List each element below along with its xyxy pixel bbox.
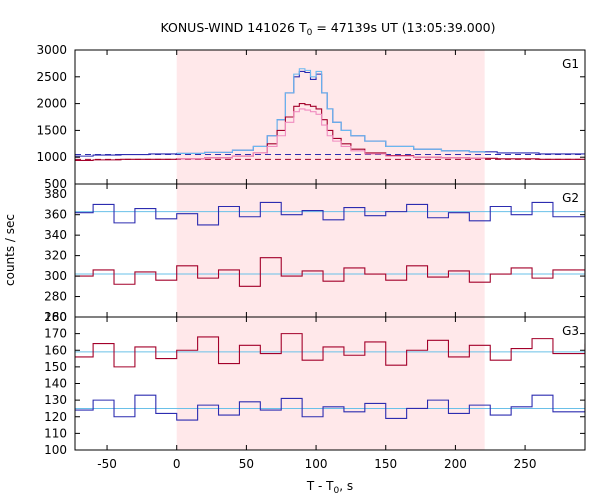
panel-2-series-2-red [75,257,585,287]
panel-2-series [75,201,585,287]
panel-3-label: G3 [562,324,579,338]
panel-2-ytick-label-1: 280 [44,290,67,304]
panel-3-ytick-label-3: 130 [44,393,67,407]
xtick-label-2: 50 [239,457,254,471]
panel-1-series-4-pink [176,108,486,160]
series-layer [75,68,585,421]
xtick-label-0: -50 [97,457,117,471]
panel-2-ytick-label-6: 380 [44,187,67,201]
panel-1-ytick-label-5: 3000 [36,43,67,57]
panel-1-ytick-label-3: 2000 [36,97,67,111]
panel-3-ytick-label-7: 170 [44,327,67,341]
panel-1-series [75,68,585,161]
panel-3-ytick-label-2: 120 [44,410,67,424]
panel-1-ytick-label-1: 1000 [36,150,67,164]
panel-1-label: G1 [562,57,579,71]
panel-2-ytick-label-4: 340 [44,228,67,242]
panel-3-ytick-label-5: 150 [44,360,67,374]
panel-3-ytick-label-4: 140 [44,377,67,391]
xtick-label-4: 150 [374,457,397,471]
panel-3-series [75,333,585,421]
panel-3-ytick-label-6: 160 [44,343,67,357]
panel-3-ytick-label-0: 100 [44,443,67,457]
panel-2-label: G2 [562,191,579,205]
chart-title: KONUS-WIND 141026 T0 = 47139s UT (13:05:… [160,20,495,38]
xtick-label-1: 0 [173,457,181,471]
panel-1-ytick-label-2: 1500 [36,123,67,137]
panel-1-ytick-label-0: 500 [44,177,67,191]
xtick-label-6: 250 [514,457,537,471]
y-axis-label: counts / sec [3,214,17,286]
panel-1-ytick-label-4: 2500 [36,70,67,84]
panel-3-series-1-red [75,333,585,368]
xtick-label-5: 200 [444,457,467,471]
shade-layer [176,50,485,450]
shaded-interval [176,50,485,450]
xtick-label-3: 100 [305,457,328,471]
panel-3-ytick-label-1: 110 [44,426,67,440]
axis-layer: 50010001500200025003000G1260280300320340… [36,43,586,471]
panel-2-ytick-label-3: 320 [44,249,67,263]
panel-1-series-2-light_blue [176,68,486,154]
panel-2-ytick-label-0: 260 [44,310,67,324]
panel-2-series-1-blue [75,201,585,226]
panel-2-ytick-label-5: 360 [44,208,67,222]
panel-3-ytick-label-8: 180 [44,310,67,324]
panel-3-series-2-blue [75,394,585,421]
x-axis-label: T - T0, s [306,479,353,496]
panel-2-ytick-label-2: 300 [44,269,67,283]
